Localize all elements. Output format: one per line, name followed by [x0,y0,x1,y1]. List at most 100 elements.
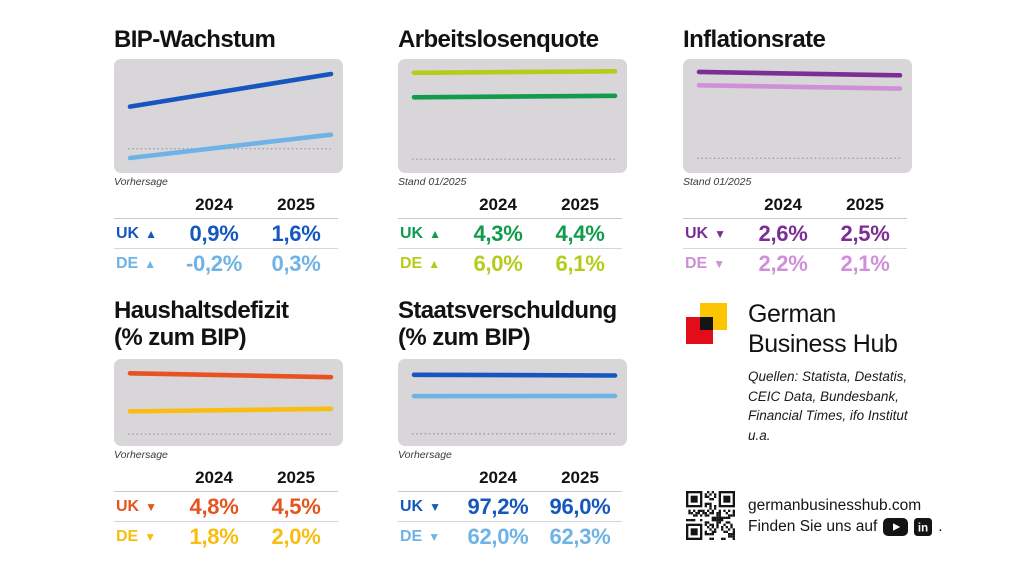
panel-haushaltsdefizit: Haushaltsdefizit (% zum BIP) Vorhersage … [114,297,343,551]
trend-up-icon: ▲ [144,256,157,271]
logo-black-square [700,317,713,330]
chart-area [398,359,627,446]
chart-area [683,59,912,173]
chart-area [114,359,343,446]
data-table: 2024 2025 UK ▼ 4,8% 4,5% DE ▼ 1,8% 2,0% [114,466,343,551]
value-uk-2024: 0,9% [174,218,254,248]
corner-cell [114,466,174,491]
brand-name-line2: Business Hub [748,330,898,358]
chart-footnote: Vorhersage [114,176,168,188]
trend-up-icon: ▲ [145,226,157,241]
country-code: DE [400,254,423,272]
value-de-2025: 62,3% [538,521,622,551]
trend-down-icon: ▼ [713,256,726,271]
col-header-2024: 2024 [195,468,233,487]
corner-cell [683,193,743,218]
sources-line: CEIC Data, Bundesbank, [748,388,899,404]
data-table: 2024 2025 UK ▼ 97,2% 96,0% DE ▼ 62,0% 62,3… [398,466,627,551]
country-code: UK [685,224,709,242]
col-header-2025: 2025 [277,468,315,487]
row-label-uk: UK ▼ [683,218,743,248]
chart-footnote: Stand 01/2025 [683,176,752,188]
value-de-2024: 1,8% [174,521,254,551]
panel-arbeitslosenquote: Arbeitslosenquote Stand 01/2025 2024 202… [398,26,627,278]
country-code: DE [685,254,708,272]
line-chart [127,371,334,435]
value-uk-2025: 1,6% [254,218,338,248]
value-uk-2024: 4,3% [458,218,538,248]
svg-text:in: in [918,522,928,534]
sources-line: Quellen: Statista, Destatis, [748,369,908,384]
country-code: UK [400,224,424,242]
panel-title: Haushaltsdefizit [114,297,289,324]
col-header-2024: 2024 [195,195,233,214]
website-url: germanbusinesshub.com [748,497,922,514]
country-code: DE [116,527,139,545]
row-label-de: DE ▲ [114,248,174,278]
col-header-2024: 2024 [764,195,802,214]
value-uk-2024: 97,2% [458,491,538,521]
value-de-2024: -0,2% [174,248,254,278]
trend-down-icon: ▼ [144,529,157,544]
line-chart [411,69,618,160]
line-chart [127,71,334,161]
country-code: UK [116,224,140,242]
trend-up-icon: ▲ [429,226,441,241]
country-code: UK [116,497,140,515]
country-code: DE [116,254,139,272]
value-uk-2025: 96,0% [538,491,622,521]
youtube-icon [883,517,909,536]
value-uk-2025: 2,5% [823,218,907,248]
panel-title: Inflationsrate [683,26,826,53]
panel-title: Arbeitslosenquote [398,26,599,53]
value-uk-2025: 4,5% [254,491,338,521]
trend-down-icon: ▼ [145,499,157,514]
corner-cell [114,193,174,218]
value-de-2025: 6,1% [538,248,622,278]
sources-line: u.a. [748,427,771,443]
social-suffix: . [938,518,943,535]
chart-footnote: Vorhersage [398,449,452,461]
col-header-2024: 2024 [479,195,517,214]
panel-bip-wachstum: BIP-Wachstum Vorhersage 2024 2025 UK ▲ 0,… [114,26,343,278]
social-row: Finden Sie uns auf in . [748,517,943,536]
panel-subtitle: (% zum BIP) [114,324,247,351]
value-uk-2025: 4,4% [538,218,622,248]
trend-down-icon: ▼ [714,226,726,241]
panel-title: Staatsverschuldung [398,297,617,324]
german-business-hub-logo [683,303,731,353]
col-header-2024: 2024 [479,468,517,487]
line-chart [696,69,903,160]
data-table: 2024 2025 UK ▼ 2,6% 2,5% DE ▼ 2,2% 2,1% [683,193,912,278]
value-de-2025: 2,0% [254,521,338,551]
country-code: UK [400,497,424,515]
row-label-uk: UK ▲ [398,218,458,248]
brand-name-line1: German [748,300,836,328]
col-header-2025: 2025 [277,195,315,214]
value-de-2025: 0,3% [254,248,338,278]
col-header-2025: 2025 [846,195,884,214]
col-header-2025: 2025 [561,468,599,487]
col-header-2025: 2025 [561,195,599,214]
panel-title: BIP-Wachstum [114,26,276,53]
row-label-de: DE ▼ [398,521,458,551]
corner-cell [398,193,458,218]
panel-subtitle: (% zum BIP) [398,324,531,351]
row-label-de: DE ▲ [398,248,458,278]
value-de-2024: 6,0% [458,248,538,278]
find-us-text: Finden Sie uns auf [748,518,878,535]
panel-inflationsrate: Inflationsrate Stand 01/2025 2024 2025 U… [683,26,912,278]
data-table: 2024 2025 UK ▲ 0,9% 1,6% DE ▲ -0,2% 0,3% [114,193,343,278]
sources-line: Financial Times, ifo Institut [748,408,908,423]
row-label-de: DE ▼ [114,521,174,551]
value-uk-2024: 2,6% [743,218,823,248]
sources-text: Quellen: Statista, Destatis, CEIC Data, … [748,367,908,445]
linkedin-icon: in [914,517,933,536]
qr-code [686,491,735,540]
brand-name: German Business Hub [748,299,898,359]
corner-cell [398,466,458,491]
panel-staatsverschuldung: Staatsverschuldung (% zum BIP) Vorhersag… [398,297,627,551]
row-label-uk: UK ▼ [398,491,458,521]
chart-area [398,59,627,173]
trend-up-icon: ▲ [428,256,441,271]
